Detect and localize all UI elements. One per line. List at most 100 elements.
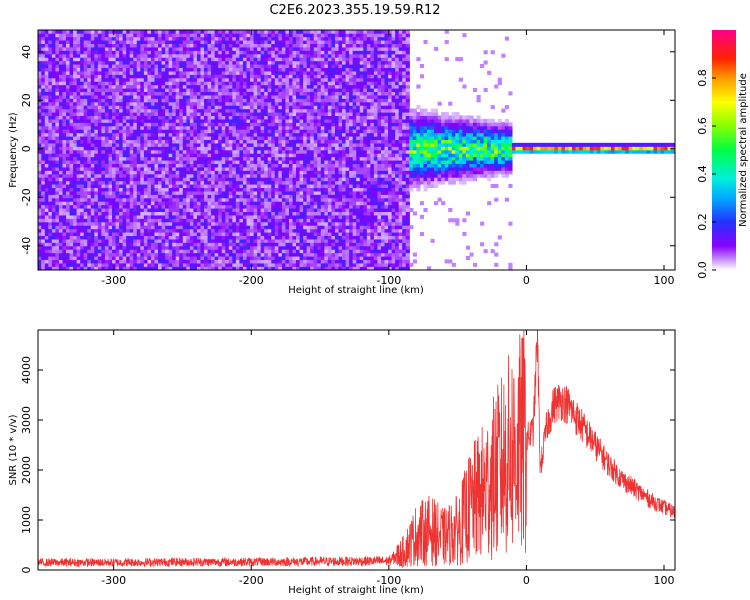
spectrogram-cell bbox=[66, 180, 71, 185]
spectrogram-cell bbox=[69, 159, 74, 165]
spectrogram-cell bbox=[73, 118, 78, 123]
spectrogram-cell bbox=[281, 111, 287, 117]
spectrogram-cell bbox=[115, 74, 120, 79]
spectrogram-cell bbox=[165, 242, 170, 247]
spectrogram-cell bbox=[285, 204, 290, 209]
spectrogram-cell bbox=[104, 170, 110, 175]
spectrogram-cell bbox=[281, 132, 287, 137]
spectrogram-cell bbox=[211, 33, 216, 38]
spectrogram-cell bbox=[221, 81, 226, 86]
spectrogram-cell bbox=[69, 156, 74, 161]
spectrogram-cell bbox=[175, 245, 180, 250]
spectrogram-cell bbox=[140, 105, 145, 110]
spectrogram-cell bbox=[90, 201, 95, 206]
spectrogram-cell bbox=[76, 43, 81, 48]
spectrogram-cell bbox=[253, 105, 258, 110]
spectrogram-cell bbox=[257, 170, 262, 175]
spectrogram-cell bbox=[73, 159, 78, 165]
spectrogram-cell bbox=[264, 57, 269, 62]
spectrogram-cell bbox=[271, 255, 276, 261]
spectrogram-cell bbox=[161, 204, 166, 209]
spectrogram-cell bbox=[126, 67, 131, 72]
spectrogram-cell bbox=[154, 43, 159, 48]
spectrogram-cell bbox=[136, 197, 141, 202]
spectrogram-cell bbox=[204, 81, 209, 86]
spectrogram-cell bbox=[165, 190, 170, 195]
spectrogram-cell bbox=[83, 146, 88, 151]
spectrogram-cell bbox=[221, 180, 226, 185]
spectrogram-cell bbox=[51, 221, 56, 226]
spectrogram-cell bbox=[239, 81, 244, 86]
spectrogram-cell bbox=[179, 153, 184, 158]
spectrogram-cell bbox=[150, 156, 156, 161]
spectrogram-cell bbox=[129, 94, 134, 99]
spectrogram-cell bbox=[242, 197, 248, 202]
spectrogram-cell bbox=[281, 201, 287, 206]
spectrogram-cell bbox=[58, 60, 64, 65]
spectrogram-cell bbox=[235, 115, 241, 120]
spectrogram-cell bbox=[267, 77, 272, 82]
spectrogram-cell bbox=[232, 214, 237, 219]
spectrogram-cell bbox=[66, 194, 71, 199]
spectrogram-cell bbox=[154, 183, 159, 189]
spectrogram-cell bbox=[119, 132, 124, 137]
spectrogram-cell bbox=[186, 259, 191, 264]
spectrogram-cell bbox=[83, 87, 88, 93]
spectrogram-cell bbox=[189, 149, 195, 154]
spectrogram-cell bbox=[101, 197, 106, 202]
spectrogram-cell bbox=[207, 129, 212, 134]
spectrogram-cell bbox=[267, 63, 272, 69]
spectrogram-cell bbox=[97, 46, 102, 51]
spectrogram-cell bbox=[69, 207, 74, 213]
spectrogram-cell bbox=[228, 156, 233, 161]
spectrogram-cell bbox=[172, 101, 177, 106]
spectrogram-cell bbox=[66, 177, 71, 182]
spectrogram-cell bbox=[214, 39, 219, 45]
spectrogram-cell bbox=[196, 74, 202, 79]
spectrogram-cell bbox=[179, 122, 184, 127]
spectrogram-cell bbox=[87, 238, 92, 243]
spectrogram-cell bbox=[225, 36, 230, 41]
spectrogram-cell bbox=[246, 108, 251, 113]
spectrogram-cell bbox=[271, 98, 276, 103]
spectrogram-cell bbox=[119, 207, 124, 213]
spectrogram-cell bbox=[214, 262, 219, 267]
spectrogram-cell bbox=[158, 235, 163, 240]
spectrogram-cell bbox=[175, 231, 180, 237]
spectrogram-cell bbox=[158, 70, 163, 75]
spectrogram-cell bbox=[44, 142, 49, 147]
spectrogram-cell bbox=[267, 108, 272, 113]
spectrogram-cell bbox=[267, 111, 272, 117]
spectrogram-cell bbox=[246, 183, 251, 189]
spectrogram-cell bbox=[66, 242, 71, 247]
spectrogram-cell bbox=[69, 139, 74, 144]
spectrogram-cell bbox=[196, 81, 202, 86]
spectrogram-cell bbox=[165, 183, 170, 189]
spectrogram-cell bbox=[253, 132, 258, 137]
spectrogram-cell bbox=[69, 129, 74, 134]
spectrogram-cell bbox=[267, 98, 272, 103]
spectrogram-cell bbox=[147, 77, 152, 82]
spectrogram-cell bbox=[112, 170, 117, 175]
spectrogram-cell bbox=[179, 115, 184, 120]
spectrogram-cell bbox=[175, 53, 180, 58]
spectrogram-cell bbox=[83, 39, 88, 45]
spectrogram-cell bbox=[165, 228, 170, 233]
spectrogram-cell bbox=[189, 87, 195, 93]
spectrogram-cell bbox=[94, 252, 99, 257]
spectrogram-cell bbox=[115, 194, 120, 199]
spectrogram-cell bbox=[133, 111, 138, 117]
spectrogram-cell bbox=[136, 262, 141, 267]
spectrogram-cell bbox=[271, 105, 276, 110]
spectrogram-cell bbox=[179, 101, 184, 106]
spectrogram-cell bbox=[242, 122, 248, 127]
spectrogram-cell bbox=[232, 115, 237, 120]
spectrogram-cell bbox=[267, 207, 272, 213]
spectrogram-cell bbox=[175, 101, 180, 106]
spectrogram-cell bbox=[207, 111, 212, 117]
spectrogram-cell bbox=[97, 197, 102, 202]
spectrogram-cell bbox=[175, 197, 180, 202]
spectrogram-cell bbox=[200, 156, 205, 161]
spectrogram-cell bbox=[250, 228, 255, 233]
spectrogram-cell bbox=[228, 245, 233, 250]
